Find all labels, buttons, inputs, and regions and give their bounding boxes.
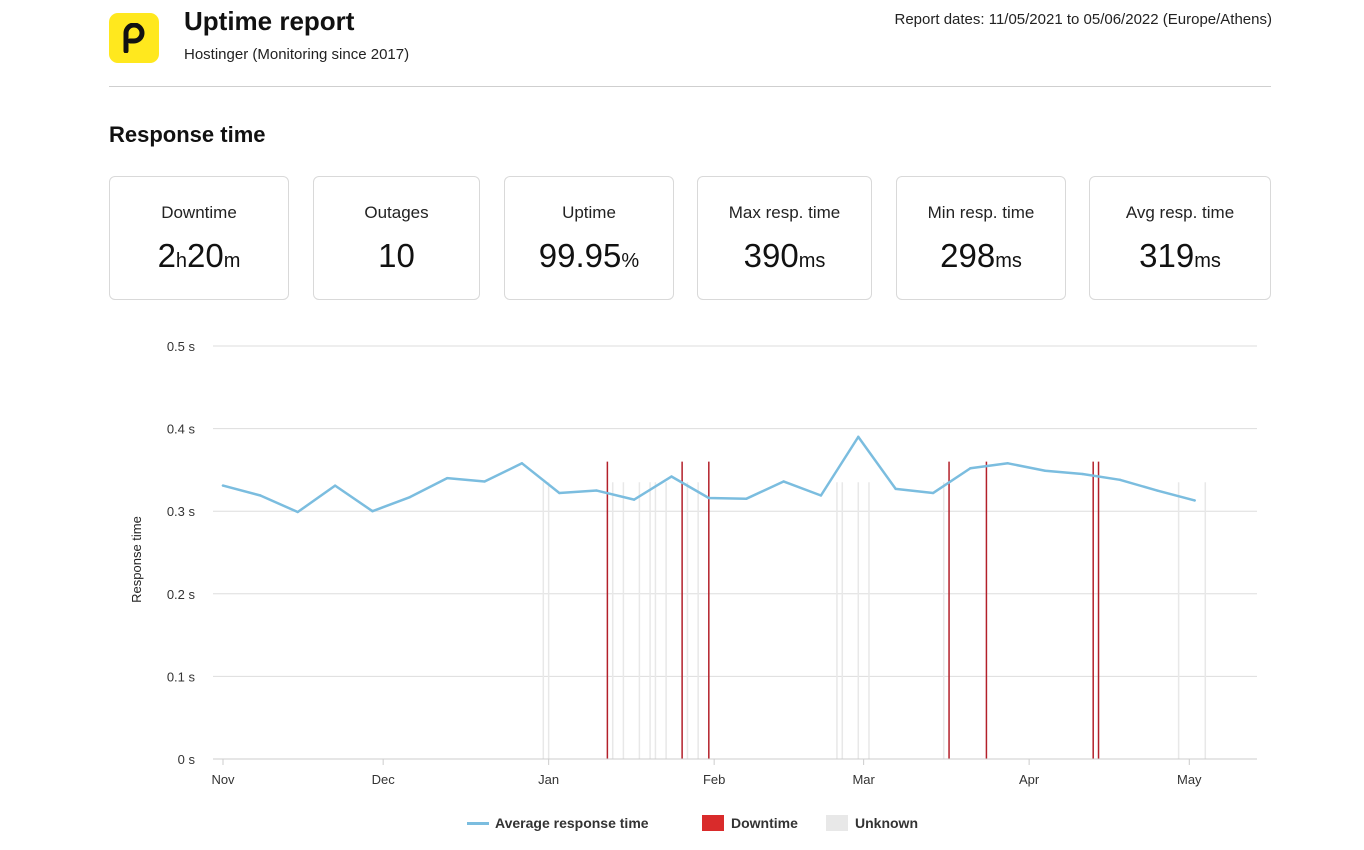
stat-value: 390ms (698, 237, 871, 275)
stat-value: 10 (314, 237, 479, 275)
stat-value-unit: h (175, 250, 188, 272)
legend-item-downtime: Downtime (702, 812, 798, 834)
stat-value-unit: ms (995, 250, 1022, 272)
stat-value-unit: ms (798, 250, 826, 272)
data-point (558, 491, 561, 495)
y-tick-label: 0.5 s (167, 339, 196, 354)
x-tick-label: Jan (538, 772, 559, 787)
data-point (520, 462, 524, 465)
response-time-chart: 0 s 0.1 s 0.2 s 0.3 s 0.4 s 0.5 s Nov Dec Jan Feb… (0, 330, 1364, 850)
y-axis-label: Response time (129, 516, 144, 603)
stat-value: 2h20m (110, 237, 288, 275)
hostinger-p-logo-icon (123, 23, 145, 53)
stat-card-min-resp: Min resp. time 298ms (896, 176, 1066, 300)
x-tick-label: Mar (852, 772, 875, 787)
data-point (595, 489, 598, 492)
legend-label: Downtime (731, 815, 798, 831)
stats-cards: Downtime 2h20m Outages 10 Uptime 99.95% … (0, 176, 1364, 302)
data-point (931, 491, 935, 495)
stat-value-unit: % (621, 250, 640, 272)
legend-downtime-swatch (702, 815, 724, 831)
page-subtitle: Hostinger (Monitoring since 2017) (184, 46, 410, 63)
stat-label: Outages (364, 203, 429, 222)
data-point (782, 480, 785, 483)
data-point (632, 498, 636, 501)
section-title: Response time (109, 122, 266, 147)
data-point (483, 480, 486, 483)
stat-value-unit: m (223, 250, 241, 272)
stat-card-max-resp: Max resp. time 390ms (697, 176, 872, 300)
stat-value-number: 319 (1139, 237, 1195, 274)
data-point (259, 494, 262, 497)
stat-label: Avg resp. time (1125, 203, 1235, 222)
y-tick-label: 0.1 s (167, 669, 196, 684)
page-title: Uptime report (184, 6, 355, 36)
y-tick-label: 0.2 s (167, 587, 196, 602)
response-time-chart-svg: 0 s 0.1 s 0.2 s 0.3 s 0.4 s 0.5 s Nov Dec Jan Feb… (129, 339, 1257, 787)
stat-value-number: 99.95 (538, 237, 622, 274)
data-point (221, 484, 225, 487)
stat-value: 99.95% (505, 237, 673, 275)
data-point (707, 496, 711, 500)
legend-label: Average response time (495, 815, 649, 831)
stat-value-number: 298 (940, 237, 996, 274)
data-point (446, 476, 449, 480)
stat-label: Downtime (161, 203, 237, 222)
x-tick-label: Feb (703, 772, 725, 787)
data-point (1118, 478, 1122, 482)
stat-value-number: 20 (187, 237, 224, 274)
data-point (857, 435, 860, 439)
legend-unknown-swatch (826, 815, 848, 831)
legend-item-unknown: Unknown (826, 812, 918, 834)
y-tick-label: 0.3 s (167, 504, 196, 519)
x-tick-label: Dec (372, 772, 396, 787)
data-point (1081, 472, 1084, 476)
data-point (296, 510, 299, 514)
data-point (1006, 462, 1009, 465)
stat-value: 319ms (1090, 237, 1270, 275)
legend-line-swatch (467, 821, 489, 825)
legend-label: Unknown (855, 815, 918, 831)
data-point (744, 497, 748, 501)
stat-value-number: 390 (743, 237, 799, 274)
hostinger-logo (109, 13, 159, 63)
stat-card-avg-resp: Avg resp. time 319ms (1089, 176, 1271, 300)
data-point (333, 484, 337, 487)
x-tick-label: Apr (1019, 772, 1040, 787)
data-point (1193, 499, 1196, 502)
x-tick-label: May (1177, 772, 1202, 787)
stat-value-number: 2 (157, 237, 176, 274)
stat-value-number: 10 (378, 237, 415, 274)
stat-label: Uptime (562, 203, 616, 222)
stat-label: Max resp. time (728, 203, 841, 222)
header-divider (109, 86, 1271, 87)
x-tick-label: Nov (211, 772, 235, 787)
data-point (408, 495, 412, 499)
data-point (969, 467, 972, 470)
y-tick-label: 0 s (178, 752, 196, 767)
stat-card-outages: Outages 10 (313, 176, 480, 300)
data-point (670, 475, 673, 478)
chart-legend: Average response time Downtime Unknown (0, 812, 1364, 836)
report-header: Uptime report Hostinger (Monitoring sinc… (0, 0, 1364, 88)
stat-value-unit: ms (1194, 250, 1221, 272)
report-dates: Report dates: 11/05/2021 to 05/06/2022 (… (894, 11, 1273, 28)
data-point (371, 510, 374, 513)
data-point (1043, 469, 1047, 472)
stat-label: Min resp. time (927, 203, 1035, 222)
data-point (819, 494, 823, 497)
stat-card-uptime: Uptime 99.95% (504, 176, 674, 300)
legend-item-average: Average response time (467, 812, 649, 834)
data-point (894, 487, 897, 491)
stat-card-downtime: Downtime 2h20m (109, 176, 289, 300)
stat-value: 298ms (897, 237, 1065, 275)
data-point (1156, 489, 1159, 492)
y-tick-label: 0.4 s (167, 422, 196, 437)
